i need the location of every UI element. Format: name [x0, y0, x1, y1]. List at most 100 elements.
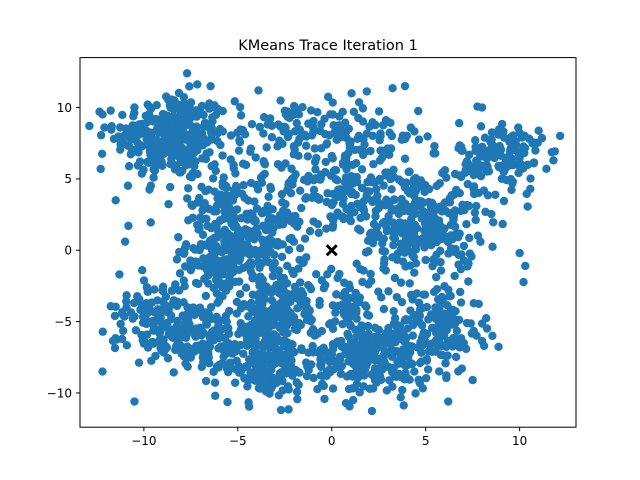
data-point — [159, 299, 169, 309]
data-point — [141, 111, 150, 121]
data-point — [251, 225, 260, 234]
data-point — [385, 376, 394, 385]
data-point — [229, 164, 238, 173]
data-point — [422, 302, 432, 312]
data-point — [239, 349, 248, 359]
data-point — [183, 362, 192, 371]
data-point — [264, 350, 273, 360]
data-point — [534, 126, 543, 135]
data-point — [163, 142, 173, 151]
data-point — [503, 153, 512, 162]
data-point — [264, 192, 273, 201]
data-point — [283, 261, 292, 271]
data-point — [263, 380, 272, 389]
data-point — [347, 89, 356, 98]
data-point — [170, 165, 180, 174]
data-point — [344, 148, 353, 158]
data-point — [301, 308, 310, 318]
data-point — [462, 219, 471, 229]
data-point — [398, 385, 407, 395]
data-point — [467, 329, 477, 338]
data-point — [286, 216, 295, 226]
data-point — [190, 158, 199, 167]
data-point — [247, 259, 256, 269]
data-point — [321, 157, 330, 167]
data-point — [447, 320, 457, 329]
data-point — [240, 373, 249, 383]
data-point — [401, 368, 410, 378]
data-point — [317, 362, 326, 372]
data-point — [212, 201, 221, 211]
data-point — [320, 394, 329, 404]
data-point — [122, 297, 131, 306]
data-point — [300, 234, 310, 243]
data-point — [454, 250, 463, 259]
data-point — [455, 189, 464, 198]
data-point — [375, 372, 385, 381]
data-point — [479, 341, 489, 351]
data-point — [459, 241, 469, 251]
data-point — [338, 107, 347, 117]
data-point — [247, 119, 257, 129]
data-point — [294, 151, 303, 160]
x-axis: −10 −5 0 5 10 — [131, 427, 527, 448]
x-tick-label: 5 — [422, 434, 430, 448]
data-point — [328, 98, 337, 107]
data-point — [134, 358, 144, 367]
data-point — [293, 222, 302, 231]
data-point — [375, 175, 384, 185]
data-point — [439, 231, 449, 240]
data-point — [329, 216, 338, 225]
data-point — [152, 308, 161, 318]
data-point — [177, 349, 186, 358]
data-point — [261, 334, 271, 344]
data-point — [387, 185, 396, 194]
data-point — [408, 295, 417, 304]
data-point — [489, 218, 498, 227]
data-point — [368, 238, 378, 248]
data-point — [124, 221, 133, 231]
data-point — [267, 133, 277, 142]
data-point — [179, 298, 188, 307]
data-point — [223, 397, 232, 407]
data-point — [122, 291, 131, 300]
data-point — [106, 106, 115, 115]
data-point — [401, 225, 411, 234]
data-point — [362, 87, 371, 96]
data-point — [274, 266, 284, 275]
data-point — [252, 204, 262, 213]
data-point — [406, 306, 415, 315]
data-point — [174, 233, 183, 242]
data-point — [213, 280, 223, 289]
data-point — [367, 406, 377, 416]
data-point — [463, 262, 472, 271]
data-point — [376, 131, 385, 141]
data-point — [243, 322, 252, 331]
data-point — [394, 369, 404, 379]
data-point — [266, 182, 275, 192]
data-point — [317, 120, 326, 129]
data-point — [302, 301, 311, 310]
data-point — [317, 144, 326, 153]
data-point — [179, 276, 189, 285]
data-point — [384, 212, 393, 221]
data-point — [371, 120, 380, 130]
data-point — [412, 289, 421, 298]
data-point — [167, 95, 176, 104]
data-point — [364, 311, 374, 320]
data-point — [431, 149, 440, 158]
data-point — [350, 339, 359, 349]
chart-title: KMeans Trace Iteration 1 — [238, 38, 418, 54]
data-point — [98, 327, 107, 336]
data-point — [302, 253, 311, 262]
data-point — [292, 118, 301, 128]
data-point — [218, 106, 227, 116]
data-point — [200, 255, 210, 265]
data-point — [483, 153, 492, 163]
data-point — [259, 366, 269, 375]
data-point — [116, 138, 126, 148]
data-point — [409, 252, 419, 262]
data-point — [452, 326, 462, 336]
data-point — [437, 292, 447, 302]
data-point — [311, 174, 320, 183]
